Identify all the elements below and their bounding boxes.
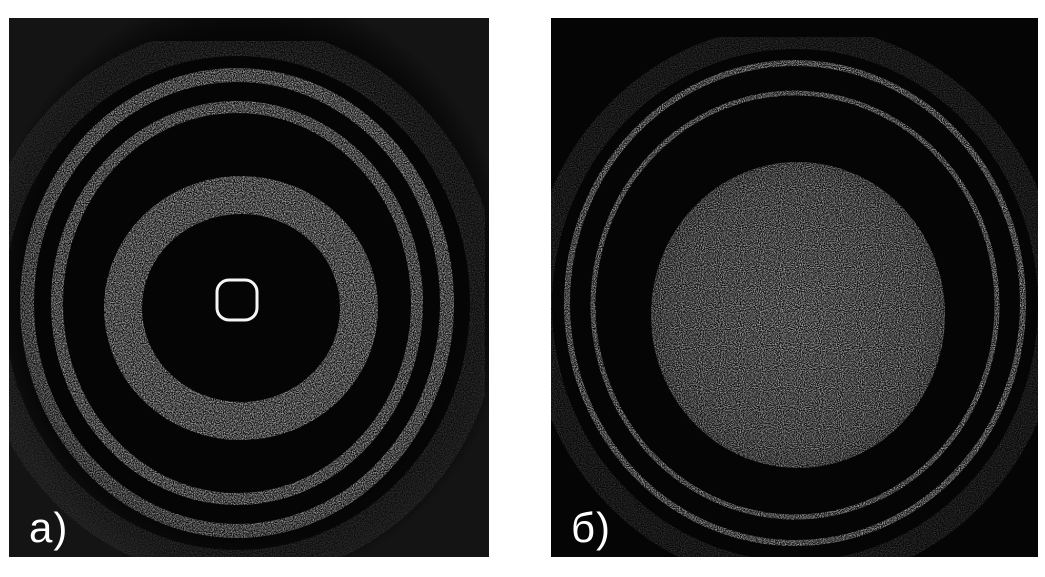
outer-ring	[564, 60, 1026, 546]
middle-ring	[590, 90, 1000, 520]
interference-pattern-panel-b: б)	[551, 18, 1038, 557]
outer-haze-ring	[551, 25, 1038, 557]
central-disk	[651, 162, 945, 468]
interference-pattern-panel-a: а)	[9, 18, 489, 557]
panel-a-label: а)	[29, 504, 69, 551]
ring-pattern-b	[551, 18, 1038, 557]
panel-b-label: б)	[571, 504, 612, 551]
ring-pattern-a	[9, 18, 489, 557]
